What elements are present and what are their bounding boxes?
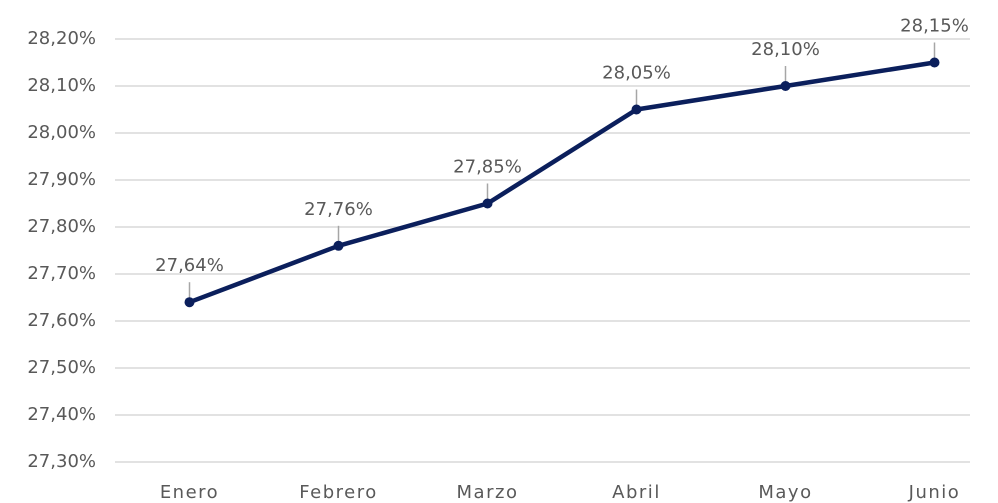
point: [631, 104, 642, 115]
y-tick-label: 27,90%: [27, 169, 96, 190]
data-label: 27,85%: [453, 157, 522, 178]
x-tick-label: Junio: [908, 482, 961, 503]
y-tick-label: 27,30%: [27, 451, 96, 472]
point: [929, 57, 940, 68]
point: [482, 198, 493, 209]
x-tick-label: Mayo: [758, 482, 812, 503]
y-tick-label: 28,00%: [27, 122, 96, 143]
y-tick-label: 27,50%: [27, 357, 96, 378]
y-tick-label: 27,60%: [27, 310, 96, 331]
line: [188, 60, 935, 305]
y-tick-label: 28,10%: [27, 75, 96, 96]
x-tick-label: Febrero: [299, 482, 377, 503]
y-tick-label: 27,70%: [27, 263, 96, 284]
point: [780, 81, 791, 91]
x-tick-label: Abril: [612, 482, 661, 503]
data-label: 27,64%: [155, 255, 224, 276]
y-tick-label: 27,40%: [27, 404, 96, 425]
y-tick-label: 28,20%: [27, 28, 96, 49]
point: [184, 297, 195, 308]
x-tick-label: Marzo: [457, 482, 519, 503]
data-label: 28,15%: [900, 16, 969, 37]
data-label: 27,76%: [304, 199, 373, 220]
point: [333, 240, 344, 251]
y-tick-label: 27,80%: [27, 216, 96, 237]
x-tick-label: Enero: [160, 482, 219, 503]
data-label: 28,05%: [602, 63, 671, 84]
data-label: 28,10%: [751, 39, 820, 60]
